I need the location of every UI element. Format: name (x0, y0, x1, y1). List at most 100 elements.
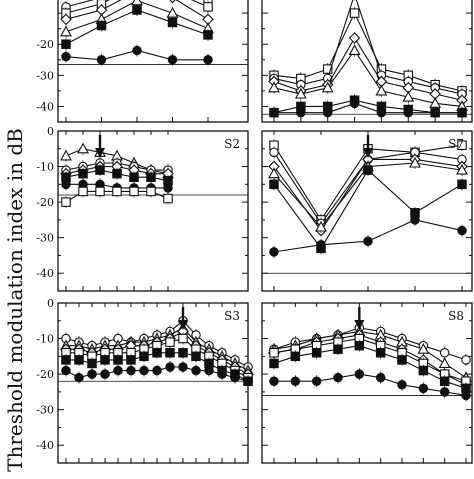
series-line (273, 334, 467, 386)
circle-filled-marker (203, 55, 213, 65)
square-open-marker (112, 186, 122, 197)
panel-frame (57, 130, 249, 292)
circle-open-marker (439, 348, 450, 358)
panel-3: 0 -10 -20 -30 -40 S2 (36, 125, 249, 292)
square-open-marker (178, 333, 188, 344)
y-tick-label: -30 (36, 69, 54, 82)
triangle-open-marker (402, 90, 415, 102)
y-tick-label: -40 (36, 100, 54, 113)
panel-1: -20 -30 -40 (36, 0, 249, 123)
circle-filled-marker (376, 107, 387, 118)
y-tick-label: 0 (47, 125, 54, 138)
circle-filled-marker (269, 247, 279, 257)
down-arrow-icon (178, 307, 188, 330)
square-filled-marker (457, 179, 467, 190)
triangle-open-marker (417, 343, 430, 354)
square-filled-marker (87, 358, 97, 369)
y-axis-label-container: Threshold modulation index in dB (0, 0, 30, 474)
diamond-open-marker (60, 13, 72, 26)
circle-filled-marker (87, 369, 97, 379)
series-circle-filled (269, 368, 471, 402)
square-filled-marker (439, 376, 450, 386)
circle-open-marker (461, 355, 471, 365)
square-filled-marker (132, 5, 142, 15)
y-tick-label: -40 (36, 267, 54, 280)
square-open-marker (129, 186, 139, 197)
panel-title: S8 (448, 309, 464, 323)
square-open-marker (457, 140, 467, 150)
series-circle-filled (61, 361, 253, 388)
square-filled-marker (113, 355, 123, 365)
square-filled-marker (139, 351, 149, 362)
triangle-open-marker (438, 357, 451, 368)
square-filled-marker (95, 165, 105, 175)
circle-filled-marker (132, 45, 142, 56)
square-open-marker (269, 348, 279, 358)
panel-4: S7 (261, 130, 473, 292)
triangle-open-marker (294, 87, 307, 99)
y-tick-label: -30 (36, 404, 54, 417)
circle-filled-marker (163, 183, 173, 193)
circle-filled-marker (167, 55, 178, 65)
circle-filled-marker (457, 107, 467, 118)
circle-filled-marker (457, 225, 467, 236)
square-filled-marker (61, 355, 71, 365)
circle-filled-marker (165, 362, 175, 372)
triangle-open-marker (456, 163, 468, 175)
circle-filled-marker (230, 372, 240, 383)
square-filled-marker (129, 172, 139, 182)
series-line (273, 345, 467, 389)
square-open-marker (95, 186, 105, 197)
circle-filled-marker (139, 365, 149, 376)
down-arrow-icon (95, 135, 105, 158)
y-tick-label: -20 (36, 368, 54, 381)
series-line (273, 337, 467, 382)
square-open-marker (61, 197, 71, 207)
panel-frame (57, 0, 249, 123)
panel-title: S3 (224, 309, 240, 323)
circle-filled-marker (316, 240, 326, 250)
circle-filled-marker (269, 376, 279, 386)
series-circle-filled (269, 97, 467, 119)
square-filled-marker (191, 351, 201, 362)
circle-filled-marker (403, 107, 414, 118)
square-filled-marker (333, 344, 343, 354)
circle-open-marker (269, 147, 279, 158)
circle-filled-marker (152, 365, 162, 376)
series-line (273, 327, 467, 361)
down-arrow-icon (363, 135, 373, 158)
square-filled-marker (61, 39, 71, 49)
square-filled-marker (375, 348, 386, 358)
series-square-filled (269, 339, 471, 395)
series-square-filled (61, 4, 213, 51)
panel-frame (261, 130, 473, 292)
square-filled-marker (167, 17, 178, 28)
circle-filled-marker (126, 365, 136, 376)
square-filled-marker (100, 355, 110, 365)
circle-filled-marker (410, 215, 420, 225)
series-line (65, 0, 209, 20)
triangle-open-marker (321, 81, 334, 93)
series-line (273, 49, 463, 107)
panel-title: S7 (448, 137, 464, 151)
series-square-open (61, 185, 173, 209)
y-tick-label: 0 (47, 297, 54, 310)
panel-6: S8 (261, 302, 473, 464)
square-open-marker (163, 193, 173, 204)
y-tick-label: -20 (36, 196, 54, 209)
circle-filled-marker (363, 236, 373, 246)
circle-filled-marker (61, 51, 71, 62)
triangle-open-marker (60, 25, 72, 37)
triangle-open-marker (409, 156, 421, 168)
triangle-open-marker (77, 142, 89, 154)
panel-frame (261, 302, 473, 464)
circle-filled-marker (349, 98, 360, 109)
square-filled-marker (74, 355, 84, 365)
square-filled-marker (203, 30, 213, 40)
square-filled-marker (152, 348, 162, 358)
circle-filled-marker (397, 380, 407, 390)
panel-title: S2 (224, 137, 240, 151)
circle-filled-marker (61, 365, 71, 376)
